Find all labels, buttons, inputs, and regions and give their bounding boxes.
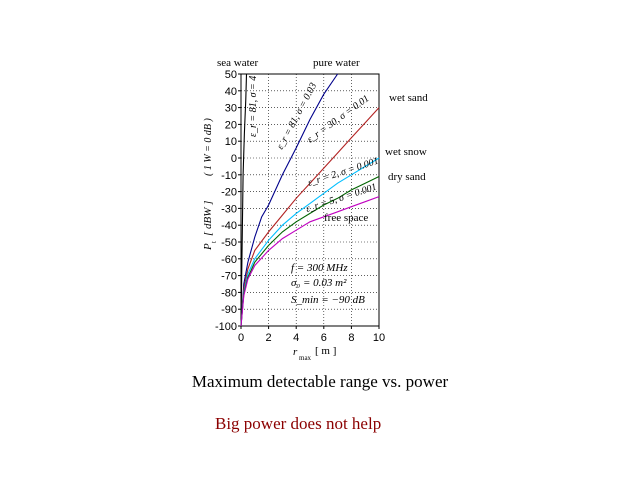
series-line-pure [240, 73, 339, 327]
y-tick-label: -60 [221, 254, 237, 266]
annotation-sea: ε_r = 81, σ = 4 [248, 76, 259, 137]
y-axis-reference: ( 1 W = 0 dB ) [203, 117, 214, 176]
x-axis-label-sub: max [299, 354, 312, 362]
y-tick-label: 0 [231, 153, 237, 165]
y-tick-label: -50 [221, 237, 237, 249]
caption: Maximum detectable range vs. power [191, 372, 449, 391]
x-tick-label: 6 [321, 332, 327, 344]
x-tick-label: 2 [266, 332, 272, 344]
x-tick-label: 0 [238, 332, 244, 344]
plot-frame [240, 73, 380, 327]
y-tick-label: 40 [225, 86, 237, 98]
y-tick-label: -70 [221, 271, 237, 283]
annotation-wetsand: ε_r = 30, σ = 0.01 [305, 93, 371, 145]
y-axis-unit: [ dBW ] [202, 201, 214, 236]
label-free-space: free space [324, 212, 368, 224]
y-tick-label: 20 [225, 119, 237, 131]
series-line-drysand [240, 176, 380, 327]
y-axis-label-sub: t [210, 241, 218, 243]
series-line-wetsand [240, 107, 380, 327]
label-dry-sand: dry sand [388, 171, 426, 183]
y-tick-label: -20 [221, 187, 237, 199]
param-frequency: f = 300 MHz [291, 262, 348, 274]
param-sigma0: σ₀ = 0.03 m² [291, 277, 347, 289]
y-tick-label: 10 [225, 136, 237, 148]
label-wet-snow: wet snow [385, 146, 427, 158]
series-line-wetsnow [240, 157, 380, 327]
series-lines [240, 73, 380, 327]
y-tick-label: -90 [221, 304, 237, 316]
y-tick-label: -10 [221, 170, 237, 182]
y-tick-label: 50 [225, 69, 237, 81]
param-smin: S_min = −90 dB [291, 294, 365, 306]
label-wet-sand: wet sand [389, 92, 428, 104]
series-line-sea [240, 73, 248, 327]
y-axis-label: P [202, 243, 214, 251]
series-line-free [240, 196, 380, 327]
x-axis-label: r [293, 346, 298, 358]
y-tick-label: -40 [221, 220, 237, 232]
y-tick-label: -80 [221, 287, 237, 299]
x-tick-label: 4 [293, 332, 299, 344]
label-pure-water: pure water [313, 57, 360, 69]
axis-ticks: -100-90-80-70-60-50-40-30-20-10010203040… [215, 69, 385, 344]
label-sea-water: sea water [217, 57, 259, 69]
y-tick-label: 30 [225, 103, 237, 115]
subcaption: Big power does not help [215, 414, 382, 433]
y-tick-label: -30 [221, 203, 237, 215]
x-tick-label: 10 [373, 332, 385, 344]
y-tick-label: -100 [215, 321, 237, 333]
x-axis-unit: [ m ] [315, 345, 336, 357]
x-tick-label: 8 [348, 332, 354, 344]
